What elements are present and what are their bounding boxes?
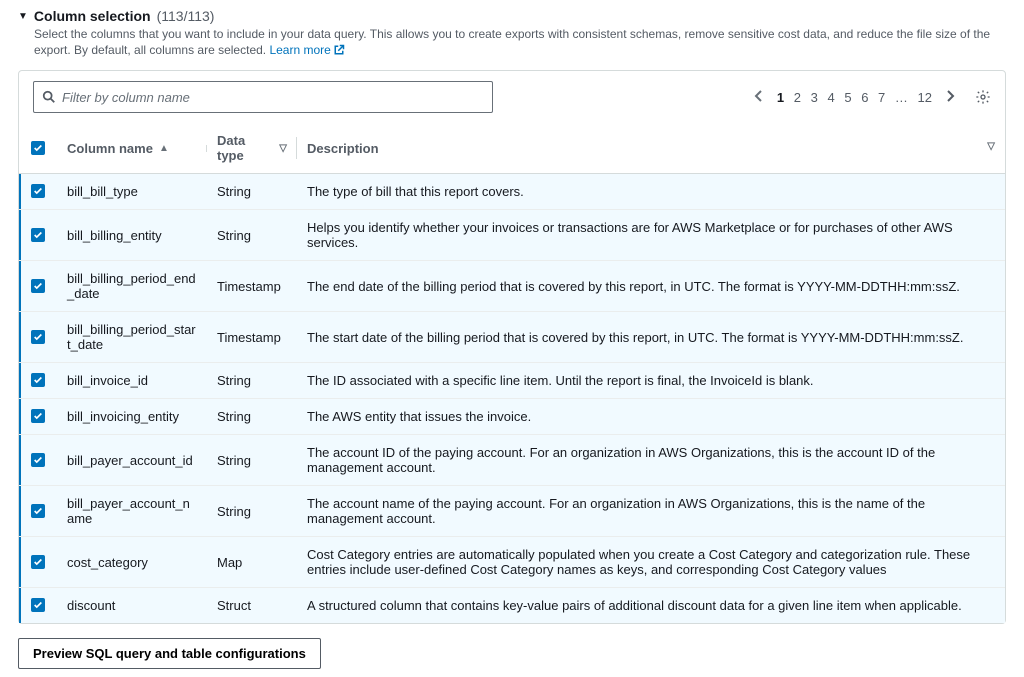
table-row: bill_billing_period_start_date TimestampT… xyxy=(19,312,1005,363)
table-row: bill_billing_period_end_date TimestampThe… xyxy=(19,261,1005,312)
row-checkbox[interactable] xyxy=(31,373,45,387)
table-row: bill_payer_account_id StringThe account I… xyxy=(19,435,1005,486)
page-number-5[interactable]: 5 xyxy=(841,88,854,107)
pagination: 1 2 3 4 5 6 7 … 12 xyxy=(754,89,991,105)
page-next-button[interactable] xyxy=(945,90,955,105)
column-name-cell: bill_payer_account_id xyxy=(67,453,193,468)
page-number-1[interactable]: 1 xyxy=(774,88,787,107)
data-type-cell: String xyxy=(207,399,297,435)
columns-table: Column name ▲ Data type ▽ Description ▽ xyxy=(19,123,1005,623)
description-cell: Cost Category entries are automatically … xyxy=(297,537,1005,588)
page-number-7[interactable]: 7 xyxy=(875,88,888,107)
row-checkbox[interactable] xyxy=(31,330,45,344)
description-cell: A structured column that contains key-va… xyxy=(297,588,1005,624)
table-row: bill_payer_account_name StringThe account… xyxy=(19,486,1005,537)
row-checkbox[interactable] xyxy=(31,279,45,293)
row-checkbox[interactable] xyxy=(31,504,45,518)
header-column-name: Column name xyxy=(67,141,153,156)
description-cell: Helps you identify whether your invoices… xyxy=(297,210,1005,261)
description-cell: The AWS entity that issues the invoice. xyxy=(297,399,1005,435)
row-checkbox[interactable] xyxy=(31,184,45,198)
column-name-cell: bill_invoice_id xyxy=(67,373,148,388)
filter-type-icon[interactable]: ▽ xyxy=(279,143,287,154)
table-row: bill_billing_entity StringHelps you ident… xyxy=(19,210,1005,261)
header-description: Description xyxy=(307,141,379,156)
column-name-cell: bill_billing_entity xyxy=(67,228,162,243)
column-name-cell: cost_category xyxy=(67,555,148,570)
table-settings-button[interactable] xyxy=(975,89,991,105)
description-cell: The type of bill that this report covers… xyxy=(297,174,1005,210)
column-name-cell: bill_payer_account_name xyxy=(67,496,190,526)
table-row: bill_invoicing_entity StringThe AWS entit… xyxy=(19,399,1005,435)
data-type-cell: String xyxy=(207,486,297,537)
column-name-cell: bill_billing_period_end_date xyxy=(67,271,196,301)
external-link-icon xyxy=(333,44,345,61)
preview-sql-button[interactable]: Preview SQL query and table configuratio… xyxy=(18,638,321,669)
learn-more-link[interactable]: Learn more xyxy=(269,43,344,57)
table-row: discount StructA structured column that c… xyxy=(19,588,1005,624)
data-type-cell: String xyxy=(207,174,297,210)
page-number-3[interactable]: 3 xyxy=(808,88,821,107)
column-name-cell: bill_bill_type xyxy=(67,184,138,199)
row-checkbox[interactable] xyxy=(31,598,45,612)
data-type-cell: String xyxy=(207,210,297,261)
section-toggle-icon[interactable]: ▼ xyxy=(18,11,28,22)
data-type-cell: Timestamp xyxy=(207,312,297,363)
page-prev-button[interactable] xyxy=(754,90,764,105)
filter-description-icon[interactable]: ▽ xyxy=(987,141,995,152)
page-number-2[interactable]: 2 xyxy=(791,88,804,107)
description-cell: The account name of the paying account. … xyxy=(297,486,1005,537)
row-checkbox[interactable] xyxy=(31,453,45,467)
data-type-cell: Timestamp xyxy=(207,261,297,312)
selection-count: (113/113) xyxy=(157,8,215,24)
data-type-cell: String xyxy=(207,435,297,486)
column-name-cell: discount xyxy=(67,598,115,613)
description-cell: The ID associated with a specific line i… xyxy=(297,363,1005,399)
data-type-cell: Map xyxy=(207,537,297,588)
table-row: cost_category MapCost Category entries ar… xyxy=(19,537,1005,588)
subtitle-text: Select the columns that you want to incl… xyxy=(34,27,990,57)
header-data-type: Data type xyxy=(217,133,273,163)
select-all-checkbox[interactable] xyxy=(31,141,45,155)
column-selection-panel: 1 2 3 4 5 6 7 … 12 Column name ▲ xyxy=(18,70,1006,624)
search-icon xyxy=(42,90,56,104)
data-type-cell: String xyxy=(207,363,297,399)
page-number-4[interactable]: 4 xyxy=(824,88,837,107)
page-ellipsis: … xyxy=(892,88,911,107)
description-cell: The account ID of the paying account. Fo… xyxy=(297,435,1005,486)
section-subtitle: Select the columns that you want to incl… xyxy=(34,27,1006,60)
row-checkbox[interactable] xyxy=(31,228,45,242)
sort-name-icon[interactable]: ▲ xyxy=(159,143,169,154)
search-input[interactable] xyxy=(62,90,484,105)
row-checkbox[interactable] xyxy=(31,555,45,569)
page-number-6[interactable]: 6 xyxy=(858,88,871,107)
data-type-cell: Struct xyxy=(207,588,297,624)
table-row: bill_invoice_id StringThe ID associated w… xyxy=(19,363,1005,399)
row-checkbox[interactable] xyxy=(31,409,45,423)
search-input-wrapper xyxy=(33,81,493,113)
column-name-cell: bill_billing_period_start_date xyxy=(67,322,196,352)
column-name-cell: bill_invoicing_entity xyxy=(67,409,179,424)
description-cell: The end date of the billing period that … xyxy=(297,261,1005,312)
section-title: Column selection xyxy=(34,8,151,24)
page-number-12[interactable]: 12 xyxy=(915,88,935,107)
table-row: bill_bill_type StringThe type of bill tha… xyxy=(19,174,1005,210)
description-cell: The start date of the billing period tha… xyxy=(297,312,1005,363)
